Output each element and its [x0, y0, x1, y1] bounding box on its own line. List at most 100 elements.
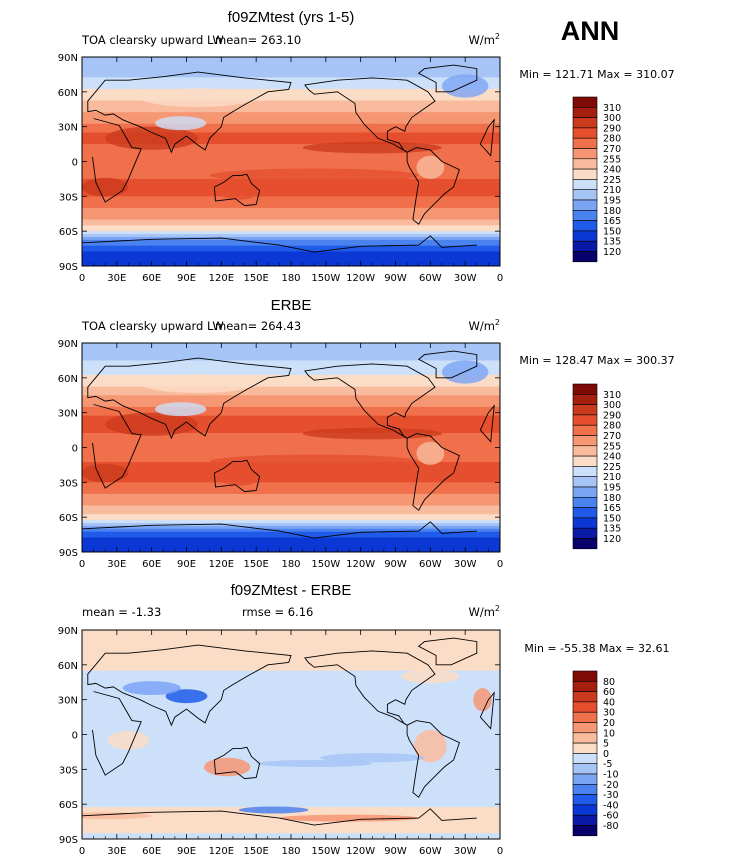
- colorbar-label: 210: [603, 185, 621, 196]
- units-label: W/m2: [468, 318, 500, 333]
- y-tick-label: 60S: [59, 227, 78, 238]
- zonal-band: [82, 132, 500, 136]
- zonal-band: [82, 389, 500, 393]
- y-tick-label: 90N: [58, 53, 78, 64]
- zonal-band: [82, 383, 500, 388]
- zonal-band: [82, 653, 500, 657]
- colorbar-box: [572, 251, 598, 263]
- zonal-band: [82, 392, 500, 396]
- x-tick-label: 30E: [107, 273, 126, 284]
- field-feature: [256, 760, 373, 768]
- colorbar-box: [572, 199, 598, 211]
- field-feature: [473, 688, 492, 712]
- field-feature: [82, 463, 129, 483]
- colorbar-box: [572, 414, 598, 426]
- zonal-band: [82, 239, 500, 244]
- field-feature: [238, 806, 309, 814]
- zonal-band: [82, 647, 500, 651]
- colorbar-box: [572, 127, 598, 139]
- zonal-band: [82, 406, 500, 411]
- zonal-band: [82, 534, 500, 539]
- y-tick-label: 0: [72, 731, 78, 742]
- colorbar-box: [572, 445, 598, 457]
- zonal-band: [82, 505, 500, 510]
- zonal-band: [82, 435, 500, 440]
- x-tick-label: 150E: [243, 273, 268, 284]
- colorbar-box: [572, 773, 598, 785]
- x-tick-label: 150E: [243, 559, 268, 570]
- min-max-stats: Min = 121.71 Max = 310.07: [519, 68, 674, 81]
- colorbar-box: [572, 825, 598, 837]
- colorbar-label: 290: [603, 410, 621, 421]
- x-tick-label: 120E: [209, 559, 234, 570]
- colorbar-box: [572, 742, 598, 754]
- zonal-band: [82, 386, 500, 391]
- zonal-band: [82, 123, 500, 128]
- zonal-band: [82, 115, 500, 119]
- x-tick-label: 90E: [177, 273, 196, 284]
- zonal-band: [82, 525, 500, 530]
- colorbar-label: 20: [603, 718, 615, 729]
- zonal-band: [82, 705, 500, 709]
- zonal-band: [82, 205, 500, 209]
- zonal-band: [82, 740, 500, 744]
- center-label: mean= 264.43: [215, 319, 301, 333]
- colorbar-label: 165: [603, 216, 621, 227]
- zonal-band: [82, 795, 500, 799]
- colorbar-box: [572, 455, 598, 467]
- field-feature: [140, 88, 257, 107]
- zonal-band: [82, 528, 500, 533]
- zonal-band: [82, 120, 500, 125]
- zonal-band: [82, 146, 500, 151]
- zonal-band: [82, 693, 500, 698]
- zonal-band: [82, 708, 500, 712]
- zonal-band: [82, 374, 500, 379]
- zonal-band: [82, 91, 500, 96]
- coastline: [87, 71, 292, 154]
- zonal-band: [82, 540, 500, 544]
- coastline: [406, 720, 460, 798]
- x-tick-label: 0: [79, 559, 85, 570]
- zonal-band: [82, 772, 500, 776]
- zonal-band: [82, 181, 500, 186]
- zonal-band: [82, 444, 500, 449]
- colorbar-label: 80: [603, 677, 615, 688]
- colorbar-box: [572, 753, 598, 765]
- zonal-band: [82, 155, 500, 160]
- left-label: TOA clearsky upward LW: [81, 33, 224, 47]
- zonal-band: [82, 363, 500, 367]
- map-field: [82, 343, 500, 552]
- x-tick-label: 180: [281, 559, 300, 570]
- x-tick-label: 0: [497, 559, 503, 570]
- colorbar-label: 225: [603, 175, 621, 186]
- zonal-band: [82, 688, 500, 692]
- zonal-band: [82, 199, 500, 203]
- colorbar-box: [572, 117, 598, 129]
- x-tick-label: 0: [79, 846, 85, 857]
- zonal-band: [82, 254, 500, 258]
- field-feature: [105, 412, 199, 436]
- colorbar-box: [572, 538, 598, 550]
- zonal-band: [82, 696, 500, 701]
- zonal-band: [82, 804, 500, 808]
- zonal-band: [82, 228, 500, 232]
- colorbar-box: [572, 527, 598, 539]
- coastline: [87, 644, 292, 727]
- coastline: [213, 173, 261, 207]
- zonal-band: [82, 751, 500, 756]
- x-tick-label: 180: [281, 273, 300, 284]
- colorbar: 3103002902802702552402252101951801651501…: [572, 96, 621, 263]
- colorbar-label: 165: [603, 503, 621, 514]
- zonal-band: [82, 149, 500, 154]
- zonal-band: [82, 470, 500, 475]
- season-label: ANN: [561, 16, 620, 46]
- zonal-band: [82, 360, 500, 364]
- zonal-band: [82, 690, 500, 695]
- zonal-band: [82, 827, 500, 831]
- colorbar-box: [572, 158, 598, 170]
- x-tick-label: 180: [281, 846, 300, 857]
- zonal-band: [82, 702, 500, 707]
- zonal-band: [82, 757, 500, 762]
- zonal-band: [82, 737, 500, 741]
- field-feature: [209, 168, 419, 183]
